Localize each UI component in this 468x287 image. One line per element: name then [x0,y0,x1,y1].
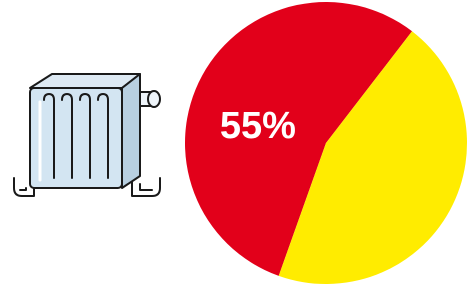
value-label: 55% [220,105,296,147]
chart: 55% [0,0,468,287]
page: 55% (() => { const data = JSON.parse(doc… [0,0,468,287]
radiator-illustration [14,74,160,196]
